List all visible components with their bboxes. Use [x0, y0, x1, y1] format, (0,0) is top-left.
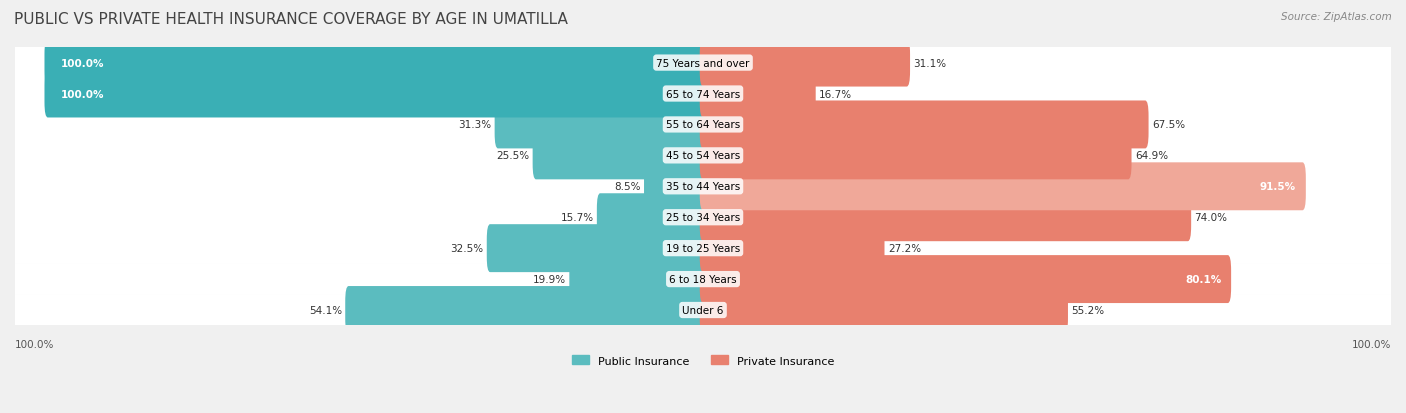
Text: 15.7%: 15.7% [561, 213, 593, 223]
FancyBboxPatch shape [533, 132, 706, 180]
FancyBboxPatch shape [45, 70, 706, 118]
FancyBboxPatch shape [644, 163, 706, 211]
FancyBboxPatch shape [700, 70, 815, 118]
Text: 8.5%: 8.5% [614, 182, 641, 192]
Text: 100.0%: 100.0% [60, 89, 104, 99]
Text: Under 6: Under 6 [682, 305, 724, 315]
Text: 67.5%: 67.5% [1152, 120, 1185, 130]
Text: 55 to 64 Years: 55 to 64 Years [666, 120, 740, 130]
FancyBboxPatch shape [486, 225, 706, 273]
Text: PUBLIC VS PRIVATE HEALTH INSURANCE COVERAGE BY AGE IN UMATILLA: PUBLIC VS PRIVATE HEALTH INSURANCE COVER… [14, 12, 568, 27]
FancyBboxPatch shape [15, 109, 1391, 141]
FancyBboxPatch shape [346, 286, 706, 334]
FancyBboxPatch shape [15, 263, 1391, 295]
Text: 75 Years and over: 75 Years and over [657, 59, 749, 69]
Text: 16.7%: 16.7% [818, 89, 852, 99]
Text: 100.0%: 100.0% [15, 339, 55, 349]
Text: 54.1%: 54.1% [309, 305, 342, 315]
FancyBboxPatch shape [15, 233, 1391, 264]
Text: 74.0%: 74.0% [1195, 213, 1227, 223]
Text: 31.3%: 31.3% [458, 120, 491, 130]
FancyBboxPatch shape [700, 286, 1069, 334]
Text: 65 to 74 Years: 65 to 74 Years [666, 89, 740, 99]
FancyBboxPatch shape [569, 256, 706, 303]
Legend: Public Insurance, Private Insurance: Public Insurance, Private Insurance [568, 351, 838, 370]
FancyBboxPatch shape [15, 47, 1391, 79]
Text: 91.5%: 91.5% [1260, 182, 1296, 192]
Text: 35 to 44 Years: 35 to 44 Years [666, 182, 740, 192]
Text: 64.9%: 64.9% [1135, 151, 1168, 161]
FancyBboxPatch shape [15, 140, 1391, 172]
FancyBboxPatch shape [15, 202, 1391, 233]
FancyBboxPatch shape [45, 40, 706, 87]
Text: 55.2%: 55.2% [1071, 305, 1104, 315]
FancyBboxPatch shape [15, 171, 1391, 203]
Text: 25 to 34 Years: 25 to 34 Years [666, 213, 740, 223]
FancyBboxPatch shape [700, 132, 1132, 180]
FancyBboxPatch shape [700, 194, 1191, 242]
Text: 27.2%: 27.2% [887, 244, 921, 254]
FancyBboxPatch shape [700, 40, 910, 87]
Text: 80.1%: 80.1% [1185, 274, 1222, 285]
Text: 100.0%: 100.0% [60, 59, 104, 69]
Text: 19 to 25 Years: 19 to 25 Years [666, 244, 740, 254]
Text: 45 to 54 Years: 45 to 54 Years [666, 151, 740, 161]
Text: 6 to 18 Years: 6 to 18 Years [669, 274, 737, 285]
Text: 25.5%: 25.5% [496, 151, 530, 161]
FancyBboxPatch shape [495, 101, 706, 149]
FancyBboxPatch shape [15, 78, 1391, 110]
FancyBboxPatch shape [598, 194, 706, 242]
FancyBboxPatch shape [700, 163, 1306, 211]
Text: Source: ZipAtlas.com: Source: ZipAtlas.com [1281, 12, 1392, 22]
Text: 31.1%: 31.1% [914, 59, 946, 69]
FancyBboxPatch shape [15, 294, 1391, 326]
FancyBboxPatch shape [700, 256, 1232, 303]
Text: 19.9%: 19.9% [533, 274, 567, 285]
Text: 32.5%: 32.5% [450, 244, 484, 254]
Text: 100.0%: 100.0% [1351, 339, 1391, 349]
FancyBboxPatch shape [700, 101, 1149, 149]
FancyBboxPatch shape [700, 225, 884, 273]
